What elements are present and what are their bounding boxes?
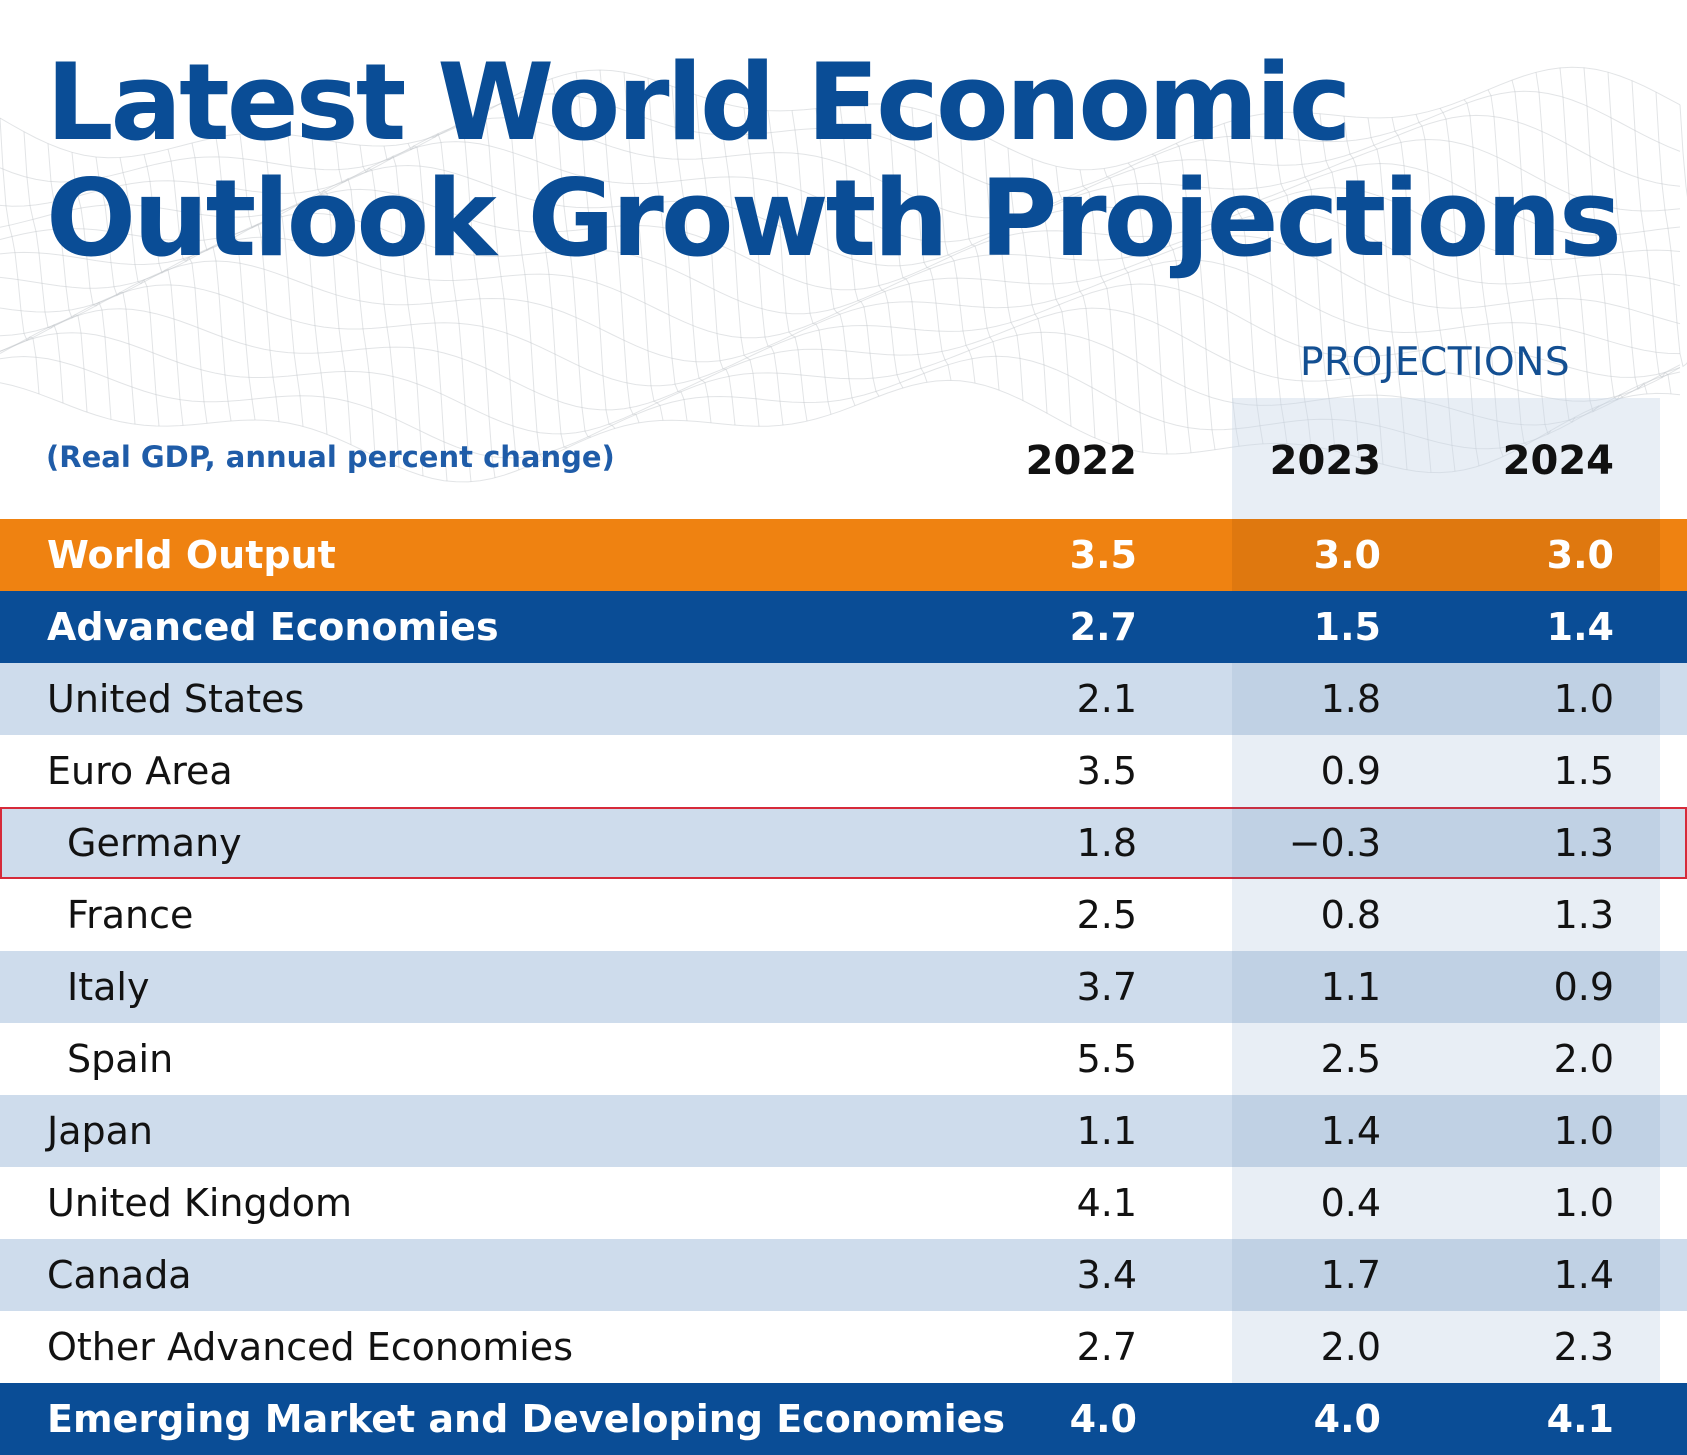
value-2024: 0.9 [1553, 965, 1614, 1009]
value-2022: 5.5 [1076, 1037, 1137, 1081]
row-label: Germany [67, 821, 242, 865]
row-label: Advanced Economies [47, 605, 499, 649]
value-2022: 2.7 [1069, 605, 1137, 649]
value-2024: 1.4 [1546, 605, 1614, 649]
value-2024: 1.0 [1553, 677, 1614, 721]
value-2022: 2.7 [1076, 1325, 1137, 1369]
row-label: France [67, 893, 194, 937]
value-2023: −0.3 [1288, 821, 1381, 865]
row-label: Emerging Market and Developing Economies [47, 1397, 1005, 1441]
value-2024: 4.1 [1546, 1397, 1614, 1441]
table-row-italy: Italy 3.7 1.1 0.9 [0, 951, 1687, 1023]
value-2022: 4.1 [1076, 1181, 1137, 1225]
value-2022: 3.5 [1069, 533, 1137, 577]
value-2024: 1.5 [1553, 749, 1614, 793]
value-2023: 1.7 [1320, 1253, 1381, 1297]
value-2022: 3.4 [1076, 1253, 1137, 1297]
value-2023: 3.0 [1313, 533, 1381, 577]
row-label: Other Advanced Economies [47, 1325, 573, 1369]
value-2024: 2.3 [1553, 1325, 1614, 1369]
table-row-united-states: United States 2.1 1.8 1.0 [0, 663, 1687, 735]
value-2023: 0.8 [1320, 893, 1381, 937]
value-2024: 1.3 [1553, 821, 1614, 865]
value-2023: 2.5 [1320, 1037, 1381, 1081]
projection-band [1232, 951, 1660, 1023]
value-2022: 2.5 [1076, 893, 1137, 937]
value-2023: 1.1 [1320, 965, 1381, 1009]
value-2022: 1.8 [1076, 821, 1137, 865]
value-2023: 0.9 [1320, 749, 1381, 793]
value-2023: 4.0 [1313, 1397, 1381, 1441]
page-title-line-2: Outlook Growth Projections [46, 157, 1622, 280]
row-label: World Output [47, 533, 336, 577]
value-2024: 1.0 [1553, 1181, 1614, 1225]
value-2022: 3.5 [1076, 749, 1137, 793]
table-row-japan: Japan 1.1 1.4 1.0 [0, 1095, 1687, 1167]
row-label: United States [47, 677, 305, 721]
projection-band [1232, 807, 1660, 879]
row-label: Japan [47, 1109, 153, 1153]
value-2022: 3.7 [1076, 965, 1137, 1009]
growth-projections-table: World Output 3.5 3.0 3.0 Advanced Economies 2… [0, 519, 1687, 1455]
table-row-canada: Canada 3.4 1.7 1.4 [0, 1239, 1687, 1311]
table-row-united-kingdom: United Kingdom 4.1 0.4 1.0 [0, 1167, 1687, 1239]
projections-label: PROJECTIONS [1300, 340, 1571, 385]
value-2023: 1.5 [1313, 605, 1381, 649]
column-header-2024: 2024 [1502, 438, 1614, 484]
table-row-spain: Spain 5.5 2.5 2.0 [0, 1023, 1687, 1095]
value-2022: 1.1 [1076, 1109, 1137, 1153]
value-2023: 1.8 [1320, 677, 1381, 721]
table-row-france: France 2.5 0.8 1.3 [0, 879, 1687, 951]
value-2024: 3.0 [1546, 533, 1614, 577]
projection-band [1232, 663, 1660, 735]
row-label: Canada [47, 1253, 192, 1297]
table-row-advanced-economies: Advanced Economies 2.7 1.5 1.4 [0, 591, 1687, 663]
value-2024: 1.0 [1553, 1109, 1614, 1153]
mesh-lines [0, 66, 1687, 483]
column-header-2023: 2023 [1269, 438, 1381, 484]
projection-band [1232, 519, 1660, 591]
projection-band [1232, 1239, 1660, 1311]
table-subtitle: (Real GDP, annual percent change) [46, 440, 615, 474]
table-row-euro-area: Euro Area 3.5 0.9 1.5 [0, 735, 1687, 807]
background-mesh-graphic [0, 66, 1687, 483]
row-label: Spain [67, 1037, 174, 1081]
value-2024: 1.3 [1553, 893, 1614, 937]
value-2024: 2.0 [1553, 1037, 1614, 1081]
value-2023: 0.4 [1320, 1181, 1381, 1225]
value-2024: 1.4 [1553, 1253, 1614, 1297]
value-2023: 1.4 [1320, 1109, 1381, 1153]
table-row-other-advanced-economies: Other Advanced Economies 2.7 2.0 2.3 [0, 1311, 1687, 1383]
value-2022: 4.0 [1069, 1397, 1137, 1441]
row-label: United Kingdom [47, 1181, 353, 1225]
row-label: Euro Area [47, 749, 233, 793]
row-label: Italy [67, 965, 150, 1009]
value-2023: 2.0 [1320, 1325, 1381, 1369]
projection-band [1232, 1095, 1660, 1167]
table-row-emerging-market-and-developing-economies: Emerging Market and Developing Economies… [0, 1383, 1687, 1455]
column-header-2022: 2022 [1025, 438, 1137, 484]
table-row-germany: Germany 1.8 −0.3 1.3 [0, 807, 1687, 879]
value-2022: 2.1 [1076, 677, 1137, 721]
table-row-world-output: World Output 3.5 3.0 3.0 [0, 519, 1687, 591]
page-title-line-1: Latest World Economic [46, 41, 1352, 164]
